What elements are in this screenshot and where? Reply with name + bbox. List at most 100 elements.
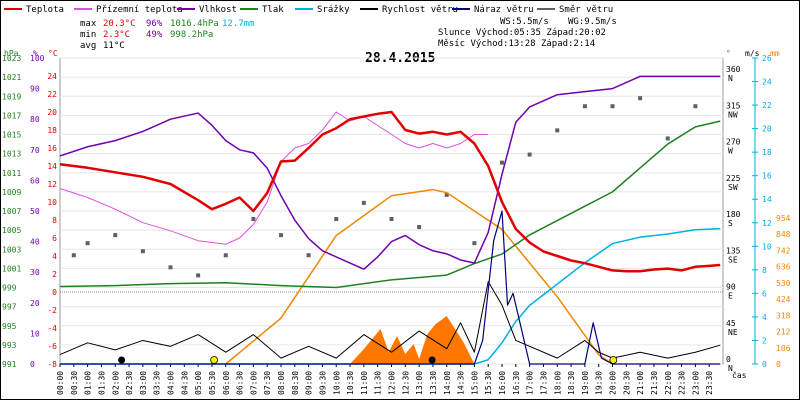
x-tick-label: 06:30 [236, 371, 245, 395]
x-tick-label: 11:00 [360, 371, 369, 395]
x-tick-label: 10:30 [346, 371, 355, 395]
axis-tick-pressure: 999 [2, 284, 17, 293]
x-tick-label: 23:30 [705, 371, 714, 395]
axis-tick-pressure: 1005 [2, 226, 21, 235]
axis-tick-direction: 0 [726, 355, 731, 364]
rain-rate-area [350, 316, 475, 364]
x-tick-label: 22:00 [664, 371, 673, 395]
axis-tick-direction-label: S [728, 219, 733, 228]
axis-tick-direction-label: SW [728, 183, 738, 192]
x-tick-label: 01:30 [97, 371, 106, 395]
series-wind-speed [59, 281, 721, 359]
x-tick-label: 04:30 [180, 371, 189, 395]
axis-tick-wind: 22 [762, 101, 772, 110]
axis-tick-wind: 2 [762, 336, 767, 345]
axis-tick-wind: 10 [762, 242, 772, 251]
axis-tick-temperature: 4 [52, 252, 57, 261]
axis-tick-rain: 742 [776, 246, 791, 255]
axis-tick-pressure: 1015 [2, 131, 21, 140]
wind-direction-point [279, 233, 283, 238]
axis-tick-temperature: 22 [47, 90, 57, 99]
x-tick-label: 02:00 [111, 371, 120, 395]
axis-unit-degc: °C [48, 49, 58, 58]
axis-tick-temperature: 14 [47, 162, 57, 171]
axis-tick-wind: 16 [762, 172, 772, 181]
axis-tick-temperature: -2 [47, 306, 57, 315]
axis-tick-rain: 954 [776, 214, 791, 223]
series-wind-gust [60, 210, 721, 365]
axis-tick-direction: 225 [726, 174, 741, 183]
x-tick-label: 03:30 [153, 371, 162, 395]
axis-tick-rain: 0 [776, 360, 781, 369]
axis-tick-humidity: 20 [30, 299, 40, 308]
wind-direction-point [555, 128, 560, 133]
axis-tick-direction-label: W [728, 147, 733, 156]
axis-tick-direction: 360 [726, 65, 741, 74]
wind-direction-point [306, 253, 311, 258]
axis-unit-pct: % [33, 49, 38, 58]
series-temperature [59, 110, 721, 273]
stat-min-press: 998.2hPa [170, 30, 213, 40]
x-tick-label: 17:30 [539, 371, 548, 395]
wind-direction-point [223, 253, 228, 258]
axis-tick-pressure: 1011 [2, 169, 21, 178]
x-tick-label: 21:00 [636, 371, 645, 395]
axis-tick-humidity: 80 [30, 115, 40, 124]
wind-direction-point [85, 241, 90, 246]
axis-tick-humidity: 40 [30, 238, 40, 247]
wind-speed-avg: WS:5.5m/s [500, 17, 549, 27]
stat-avg-temp: 11°C [103, 41, 125, 51]
x-tick-label: 15:30 [484, 371, 493, 395]
axis-tick-pressure: 1009 [2, 188, 21, 197]
axis-tick-direction-label: N [728, 364, 733, 373]
wind-direction-point [610, 104, 615, 109]
axis-tick-direction: 270 [726, 138, 741, 147]
axis-tick-wind: 8 [762, 266, 767, 275]
x-tick-label: 15:00 [470, 371, 479, 395]
axis-tick-temperature: 10 [47, 198, 57, 207]
x-tick-label: 21:30 [650, 371, 659, 395]
axis-tick-humidity: 100 [30, 54, 45, 63]
wind-direction-point [665, 136, 670, 141]
axis-tick-wind: 14 [762, 195, 772, 204]
x-tick-label: 10:00 [332, 371, 341, 395]
moonset-marker [118, 356, 126, 364]
x-tick-label: 07:30 [263, 371, 272, 395]
axis-tick-rain: 636 [776, 263, 791, 272]
wind-gust-avg: WG:9.5m/s [568, 17, 617, 27]
axis-tick-pressure: 991 [2, 360, 17, 369]
axis-tick-rain: 848 [776, 230, 791, 239]
wind-direction-point [361, 200, 366, 205]
stat-max-temp: 20.3°C [103, 19, 136, 29]
series-pressure [59, 120, 721, 289]
axis-tick-pressure: 997 [2, 303, 17, 312]
axis-tick-humidity: 30 [30, 268, 40, 277]
x-tick-label: 23:00 [691, 371, 700, 395]
axis-tick-temperature: 2 [52, 270, 57, 279]
axis-tick-pressure: 993 [2, 341, 17, 350]
wind-direction-point [417, 225, 422, 230]
x-tick-label: 04:00 [167, 371, 176, 395]
stat-max-press: 1016.4hPa [170, 19, 219, 29]
wind-direction-point [334, 217, 339, 221]
legend-label: Přízemní teplota [96, 5, 183, 15]
axis-tick-humidity: 60 [30, 176, 40, 185]
x-tick-label: 11:30 [374, 371, 383, 395]
series-rain [60, 227, 721, 365]
x-tick-label: 13:30 [429, 371, 438, 395]
wind-direction-point [113, 233, 118, 238]
axis-tick-pressure: 1007 [2, 207, 21, 216]
x-tick-label: 08:30 [291, 371, 300, 395]
x-tick-label: 12:00 [388, 371, 397, 395]
axis-tick-direction: 90 [726, 283, 736, 292]
axis-tick-temperature: -4 [47, 324, 57, 333]
wind-direction-point [196, 273, 201, 278]
x-tick-label: 20:30 [622, 371, 631, 395]
x-tick-label: 08:00 [277, 371, 286, 395]
axis-tick-direction: 45 [726, 319, 736, 328]
wind-direction-point [140, 249, 145, 254]
stat-max-hum: 96% [146, 19, 163, 29]
axis-tick-temperature: 18 [47, 126, 57, 135]
wind-direction-point [582, 104, 587, 109]
